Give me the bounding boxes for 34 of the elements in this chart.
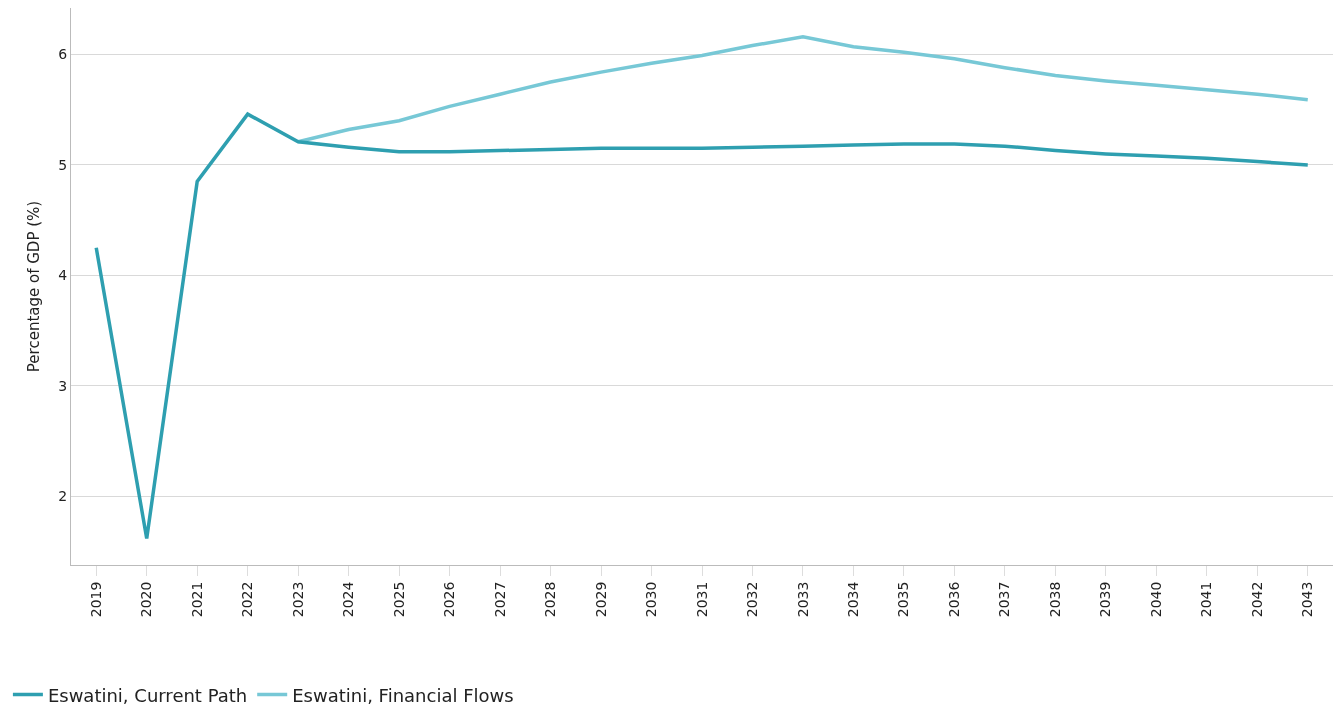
x-tick-label: 2041 [1198, 581, 1215, 618]
x-tick-label: 2021 [188, 581, 205, 618]
y-tick-label: 4 [58, 267, 68, 284]
x-tick-label: 2024 [340, 581, 357, 618]
x-tick-label: 2033 [794, 581, 811, 618]
x-tick-label: 2030 [643, 581, 660, 618]
x-tick-label: 2037 [996, 581, 1013, 618]
x-tick-label: 2027 [491, 581, 508, 618]
x-tick-label: 2039 [1097, 581, 1114, 618]
x-tick-label: 2035 [895, 581, 912, 618]
x-tick-label: 2038 [1046, 581, 1063, 618]
line-series [94, 112, 1310, 541]
x-tick-label: 2043 [1299, 581, 1316, 618]
x-tick-label: 2040 [1147, 581, 1164, 618]
x-tick-label: 2019 [87, 581, 104, 618]
legend-label: Eswatini, Current Path [47, 684, 248, 706]
legend-label: Eswatini, Financial Flows [292, 684, 514, 706]
x-tick-label: 2032 [744, 581, 761, 618]
y-axis-title: Percentage of GDP (%) [24, 200, 43, 373]
x-tick-label: 2028 [542, 581, 559, 618]
x-tick-label: 2020 [138, 581, 155, 618]
y-tick-label: 6 [58, 46, 68, 63]
x-tick-label: 2036 [945, 581, 962, 618]
y-tick-label: 3 [58, 377, 68, 394]
x-tick-label: 2034 [844, 581, 861, 618]
y-tick-label: 5 [58, 156, 68, 173]
x-tick-label: 2031 [693, 581, 710, 618]
x-tick-label: 2025 [390, 581, 407, 618]
x-tick-label: 2042 [1248, 581, 1265, 618]
x-tick-label: 2026 [441, 581, 458, 618]
y-tick-label: 2 [58, 488, 68, 505]
x-tick-label: 2029 [592, 581, 609, 618]
x-tick-label: 2023 [289, 581, 306, 618]
x-tick-label: 2022 [239, 581, 256, 618]
